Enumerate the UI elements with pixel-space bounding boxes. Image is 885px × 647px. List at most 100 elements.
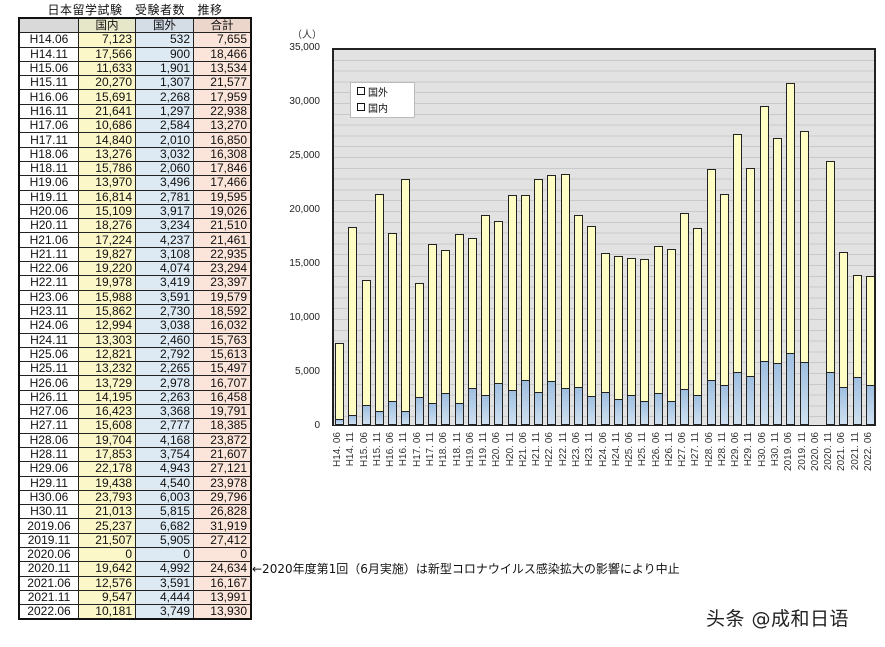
- overseas-cell: 900: [135, 46, 194, 62]
- chart-bar: [361, 280, 371, 425]
- domestic-cell: 19,220: [78, 261, 136, 277]
- x-tick-label: H18. 06: [438, 432, 450, 468]
- total-cell: 13,534: [193, 60, 252, 77]
- header-domestic: 国内: [78, 17, 136, 34]
- x-tick-label: 2019. 11: [796, 432, 808, 471]
- period-cell: H27.06: [18, 404, 79, 420]
- total-cell: 16,032: [193, 318, 252, 334]
- total-cell: 21,607: [193, 446, 252, 463]
- period-cell: H25.06: [18, 346, 79, 363]
- overseas-cell: 5,815: [135, 504, 194, 520]
- overseas-cell: 2,781: [135, 189, 194, 205]
- legend-label: 国内: [368, 103, 388, 115]
- table-row: H24.06 12,994 3,038 16,032: [18, 318, 252, 334]
- table-row: H14.06 7,123 532 7,655: [18, 32, 252, 48]
- table-row: 2022.06 10,181 3,749 13,930: [18, 604, 252, 620]
- total-cell: 17,959: [193, 89, 252, 105]
- period-cell: 2022.06: [18, 604, 79, 620]
- chart-bar: [613, 256, 623, 425]
- bar-segment-domestic: [706, 169, 716, 382]
- x-tick-label: H14. 06: [332, 432, 344, 468]
- x-tick-label: H17. 06: [411, 432, 423, 468]
- legend-swatch-icon: [357, 87, 365, 95]
- cancellation-note: ←2020年度第1回（6月実施）は新型コロナウイルス感染拡大の影響により中止: [252, 562, 680, 576]
- domestic-cell: 20,270: [78, 75, 136, 91]
- bar-segment-overseas: [627, 395, 637, 425]
- chart-bar: [547, 175, 557, 425]
- bar-segment-domestic: [733, 134, 743, 374]
- table-row: H29.06 22,178 4,943 27,121: [18, 461, 252, 477]
- domestic-cell: 7,123: [78, 32, 136, 48]
- legend-item-domestic: 国内: [351, 99, 414, 115]
- bar-segment-overseas: [719, 384, 729, 425]
- table-row: H26.06 13,729 2,978 16,707: [18, 375, 252, 391]
- period-cell: H21.06: [18, 232, 79, 248]
- bar-segment-domestic: [414, 282, 424, 399]
- bar-segment-overseas: [666, 400, 676, 425]
- bar-segment-overseas: [454, 402, 464, 425]
- x-tick-label: H23. 11: [584, 432, 596, 467]
- period-cell: H22.06: [18, 261, 79, 277]
- table-row: H25.11 13,232 2,265 15,497: [18, 361, 252, 377]
- period-cell: H24.06: [18, 318, 79, 334]
- table-row: 2019.11 21,507 5,905 27,412: [18, 532, 252, 548]
- chart-bar: [454, 233, 464, 425]
- domestic-cell: 19,704: [78, 432, 136, 448]
- bar-segment-domestic: [587, 225, 597, 398]
- bar-segment-domestic: [388, 232, 398, 403]
- period-cell: 2020.11: [18, 561, 79, 577]
- y-tick-label: 0: [314, 420, 320, 431]
- x-tick-label: H22. 06: [544, 432, 556, 468]
- bar-segment-overseas: [865, 384, 875, 425]
- overseas-cell: 2,777: [135, 418, 194, 434]
- x-tick-label: 2020. 06: [809, 432, 821, 471]
- domestic-cell: 19,642: [78, 561, 136, 577]
- bar-segment-overseas: [388, 400, 398, 425]
- overseas-cell: 532: [135, 32, 194, 48]
- bar-segment-overseas: [520, 379, 530, 425]
- bar-segment-overseas: [653, 393, 663, 425]
- chart-bar: [494, 221, 504, 425]
- table-row: H25.06 12,821 2,792 15,613: [18, 346, 252, 363]
- overseas-cell: 1,307: [135, 75, 194, 91]
- y-tick-label: 10,000: [289, 312, 320, 323]
- bar-segment-domestic: [653, 246, 663, 395]
- domestic-cell: 17,853: [78, 446, 136, 463]
- period-cell: H18.06: [18, 146, 79, 162]
- table-title: 日本留学試験 受験者数 推移: [47, 3, 223, 17]
- bar-segment-overseas: [587, 395, 597, 425]
- x-tick-label: H21. 11: [531, 432, 543, 467]
- overseas-cell: 1,901: [135, 60, 194, 77]
- bar-segment-domestic: [865, 275, 875, 387]
- chart-bar: [666, 248, 676, 425]
- total-cell: 17,846: [193, 160, 252, 177]
- table-row: H18.06 13,276 3,032 16,308: [18, 146, 252, 162]
- x-tick-label: H23. 06: [570, 432, 582, 468]
- overseas-cell: 3,038: [135, 318, 194, 334]
- bar-segment-domestic: [613, 256, 623, 401]
- data-table: 国内 国外 合計 H14.06 7,123 532 7,655 H14.11 17,566…: [18, 17, 252, 621]
- chart-bar: [759, 105, 769, 425]
- total-cell: 21,577: [193, 75, 252, 91]
- total-cell: 22,938: [193, 103, 252, 120]
- table-row: H18.11 15,786 2,060 17,846: [18, 160, 252, 177]
- bar-segment-domestic: [640, 258, 650, 403]
- x-tick-label: H20. 06: [491, 432, 503, 468]
- chart-bar: [772, 137, 782, 425]
- domestic-cell: 19,827: [78, 246, 136, 263]
- overseas-cell: 3,108: [135, 246, 194, 263]
- bar-segment-domestic: [666, 248, 676, 403]
- chart-bar: [374, 193, 384, 425]
- chart-bar: [348, 227, 358, 425]
- x-tick-label: H18. 11: [451, 432, 463, 467]
- x-tick-label: H22. 11: [557, 432, 569, 467]
- bar-segment-overseas: [799, 361, 809, 425]
- table-row: 2021.11 9,547 4,444 13,991: [18, 589, 252, 606]
- domestic-cell: 9,547: [78, 589, 136, 606]
- x-tick-label: H27. 11: [690, 432, 702, 467]
- period-cell: H24.11: [18, 332, 79, 348]
- y-tick-label: 20,000: [289, 204, 320, 215]
- table-row: H22.11 19,978 3,419 23,397: [18, 275, 252, 291]
- period-cell: H28.06: [18, 432, 79, 448]
- period-cell: 2019.11: [18, 532, 79, 548]
